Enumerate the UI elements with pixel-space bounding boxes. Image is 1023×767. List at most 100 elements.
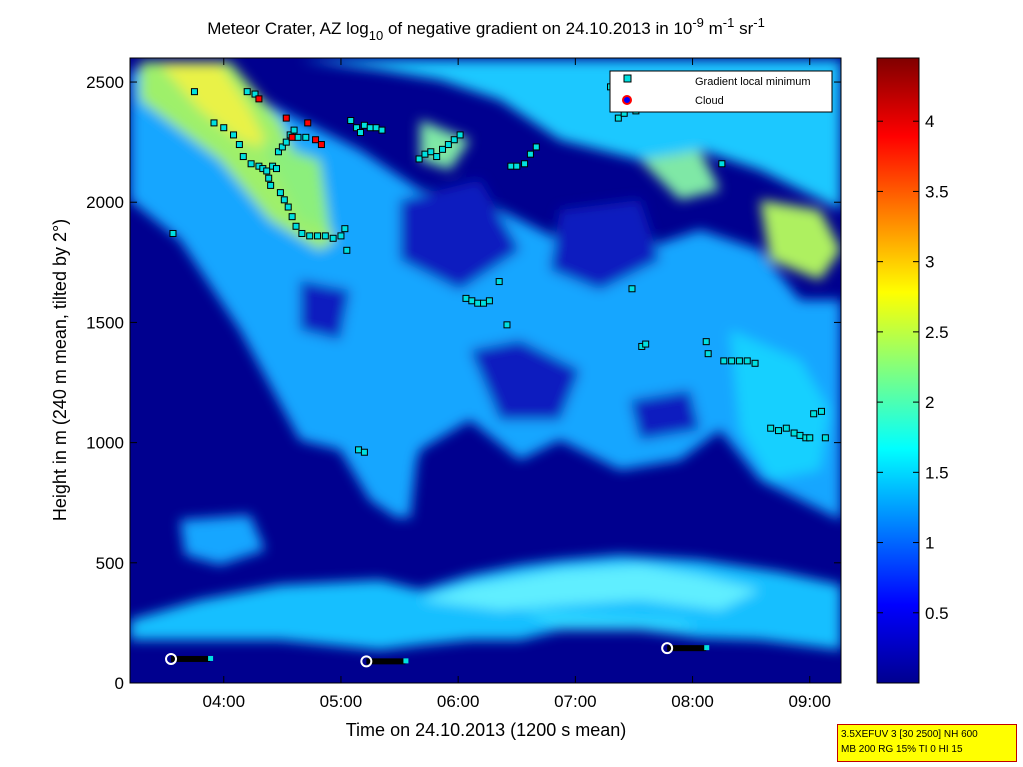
gradient-minimum-point [735,357,743,365]
gradient-minimum-point [337,232,345,240]
gradient-minimum-point [495,278,503,286]
gradient-minimum-point [806,434,814,442]
gradient-minimum-point [278,143,286,151]
x-tick-label: 07:00 [554,692,597,711]
x-axis-ticks: 04:00 05:00 06:00 07:00 08:00 09:00 [202,58,831,711]
surface-circle-marker [661,642,674,655]
y-tick-label: 0 [115,674,124,693]
legend-label-cloud: Cloud [695,95,724,107]
info-line-1: 3.5XEFUV 3 [30 2500] NH 600 [841,729,978,740]
gradient-minimum-point [272,165,280,173]
gradient-minimum-point [642,340,650,348]
x-tick-label: 04:00 [202,692,245,711]
legend: Gradient local minimum Cloud [609,70,833,113]
gradient-minimum-point [433,153,441,161]
legend-square-icon [623,74,632,83]
gradient-minimum-point [718,160,726,168]
colorbar-tick-label: 2.5 [925,323,949,342]
colorbar-tick-label: 0.5 [925,604,949,623]
gradient-minimum-point [288,213,296,221]
surface-bar [366,658,406,665]
gradient-minimum-point [532,143,540,151]
y-tick-label: 2500 [86,73,124,92]
cloud-point [282,114,290,122]
surface-bar [171,655,211,662]
gradient-minimum-point [628,285,636,293]
colorbar-tick-label: 1.5 [925,463,949,482]
gradient-minimum-point [507,162,515,170]
surface-end-marker [208,655,214,661]
gradient-minimum-point [767,424,775,432]
gradient-minimum-point [276,189,284,197]
gradient-minimum-point [450,136,458,144]
gradient-minimum-point [774,427,782,435]
gradient-minimum-point [230,131,238,139]
gradient-minimum-point [720,357,728,365]
gradient-minimum-point [427,148,435,156]
gradient-minimum-point [751,359,759,367]
gradient-minimum-point [190,88,198,96]
gradient-minimum-point [235,141,243,149]
gradient-minimum-point [329,234,337,242]
x-axis-label: Time on 24.10.2013 (1200 s mean) [346,720,627,740]
gradient-minimum-point [314,232,322,240]
gradient-minimum-point [290,126,298,134]
surface-bar [667,645,707,652]
y-tick-label: 500 [96,554,124,573]
gradient-minimum-point [372,124,380,132]
gradient-minimum-point [292,222,300,230]
gradient-minimum-point [821,434,829,442]
cloud-point [288,133,296,141]
y-axis-label: Height in m (240 m mean, tilted by 2°) [50,219,70,521]
legend-circle-icon [622,95,632,105]
gradient-minimum-point [415,155,423,163]
gradient-minimum-point [462,294,470,302]
chart-title: Meteor Crater, AZ log10 of negative grad… [207,15,765,43]
y-tick-label: 1500 [86,313,124,332]
info-box: 3.5XEFUV 3 [30 2500] NH 600 MB 200 RG 15… [837,724,1017,762]
gradient-minimum-point [263,167,271,175]
gradient-minimum-point [298,229,306,237]
gradient-minimum-point [282,138,290,146]
gradient-minimum-point [810,410,818,418]
gradient-minimum-point [728,357,736,365]
gradient-minimum-point [343,246,351,254]
gradient-minimum-point [796,431,804,439]
x-tick-label: 05:00 [320,692,363,711]
gradient-minimum-point [456,131,464,139]
gradient-minimum-point [444,141,452,149]
colorbar-tick-label: 3 [925,253,934,272]
gradient-minimum-point [274,148,282,156]
gradient-minimum-point [474,299,482,307]
gradient-minimum-point [321,232,329,240]
gradient-minimum-point [513,162,521,170]
gradient-minimum-point [360,448,368,456]
gradient-minimum-point [265,174,273,182]
gradient-minimum-point [280,196,288,204]
colorbar-tick-label: 2 [925,393,934,412]
gradient-minimum-point [243,88,251,96]
gradient-minimum-point [521,160,529,168]
colorbar-tick-label: 4 [925,112,934,131]
cloud-point [255,95,263,103]
gradient-minimum-point [366,124,374,132]
gradient-minimum-point [704,350,712,358]
plot-frame [129,57,842,684]
gradient-minimum-point [526,150,534,158]
surface-circle-marker [165,652,178,665]
legend-box [609,70,833,113]
colorbar-ticks: 0.5 1 1.5 2 2.5 3 3.5 4 [877,112,949,623]
gradient-minimum-point [614,114,622,122]
gradient-minimum-point [468,297,476,305]
gradient-minimum-point [302,133,310,141]
cloud-point [312,136,320,144]
gradient-minimum-point [353,124,361,132]
data-markers [165,83,829,668]
x-tick-label: 06:00 [437,692,480,711]
gradient-minimum-point [480,299,488,307]
y-axis-ticks: 0 500 1000 1500 2000 2500 [86,73,841,693]
info-line-2: MB 200 RG 15% TI 0 HI 15 [841,744,963,755]
y-tick-label: 2000 [86,193,124,212]
x-tick-label: 09:00 [788,692,831,711]
gradient-minimum-point [267,181,275,189]
